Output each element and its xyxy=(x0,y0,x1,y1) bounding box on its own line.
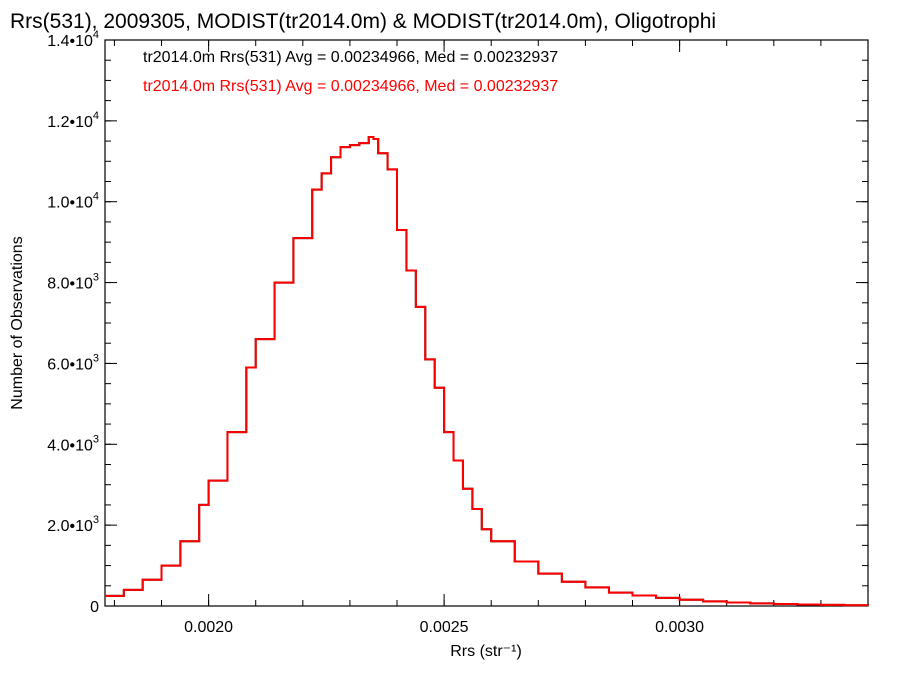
x-axis-ticks: 0.0020 0.0025 0.0030 xyxy=(113,40,869,636)
y-tick-exponent: 4 xyxy=(93,29,99,41)
histogram-series-red xyxy=(105,136,869,607)
y-tick-mantissa: 0 xyxy=(90,599,99,616)
chart-title: Rrs(531), 2009305, MODIST(tr2014.0m) & M… xyxy=(10,10,716,33)
annotation-red: tr2014.0m Rrs(531) Avg = 0.00234966, Med… xyxy=(143,78,558,95)
y-tick-label: 1.0•104 xyxy=(47,191,99,212)
x-axis-label: Rrs (str⁻¹) xyxy=(450,643,522,660)
y-tick-mantissa: 1.4•10 xyxy=(47,33,93,50)
y-tick-mantissa: 2.0•10 xyxy=(47,518,93,535)
y-tick-label: 4.0•103 xyxy=(47,433,99,454)
y-axis-label: Number of Observations xyxy=(9,236,26,409)
y-tick-mantissa: 8.0•10 xyxy=(47,276,93,293)
histogram-series-black xyxy=(105,136,869,607)
x-tick-label: 0.0025 xyxy=(420,619,469,636)
y-tick-label: 1.4•104 xyxy=(47,29,99,50)
y-tick-label: 2.0•103 xyxy=(47,514,99,535)
y-tick-mantissa: 6.0•10 xyxy=(47,356,93,373)
y-tick-mantissa: 1.0•10 xyxy=(47,195,93,212)
y-tick-label: 1.2•104 xyxy=(47,110,99,131)
y-tick-exponent: 4 xyxy=(93,191,99,203)
y-tick-mantissa: 1.2•10 xyxy=(47,114,93,131)
y-tick-label: 0 xyxy=(90,599,99,616)
y-tick-exponent: 3 xyxy=(93,272,99,284)
y-axis-ticks: 02.0•1034.0•1036.0•1038.0•1031.0•1041.2•… xyxy=(47,29,868,616)
series-layer xyxy=(105,136,869,607)
annotation-black: tr2014.0m Rrs(531) Avg = 0.00234966, Med… xyxy=(143,49,558,66)
y-tick-mantissa: 4.0•10 xyxy=(47,437,93,454)
x-tick-label: 0.0020 xyxy=(184,619,233,636)
y-tick-label: 6.0•103 xyxy=(47,352,99,373)
y-tick-exponent: 3 xyxy=(93,433,99,445)
y-tick-exponent: 3 xyxy=(93,352,99,364)
y-tick-label: 8.0•103 xyxy=(47,272,99,293)
x-tick-label: 0.0030 xyxy=(655,619,704,636)
plot-frame xyxy=(104,39,869,607)
y-tick-exponent: 4 xyxy=(93,110,99,122)
y-tick-exponent: 3 xyxy=(93,514,99,526)
